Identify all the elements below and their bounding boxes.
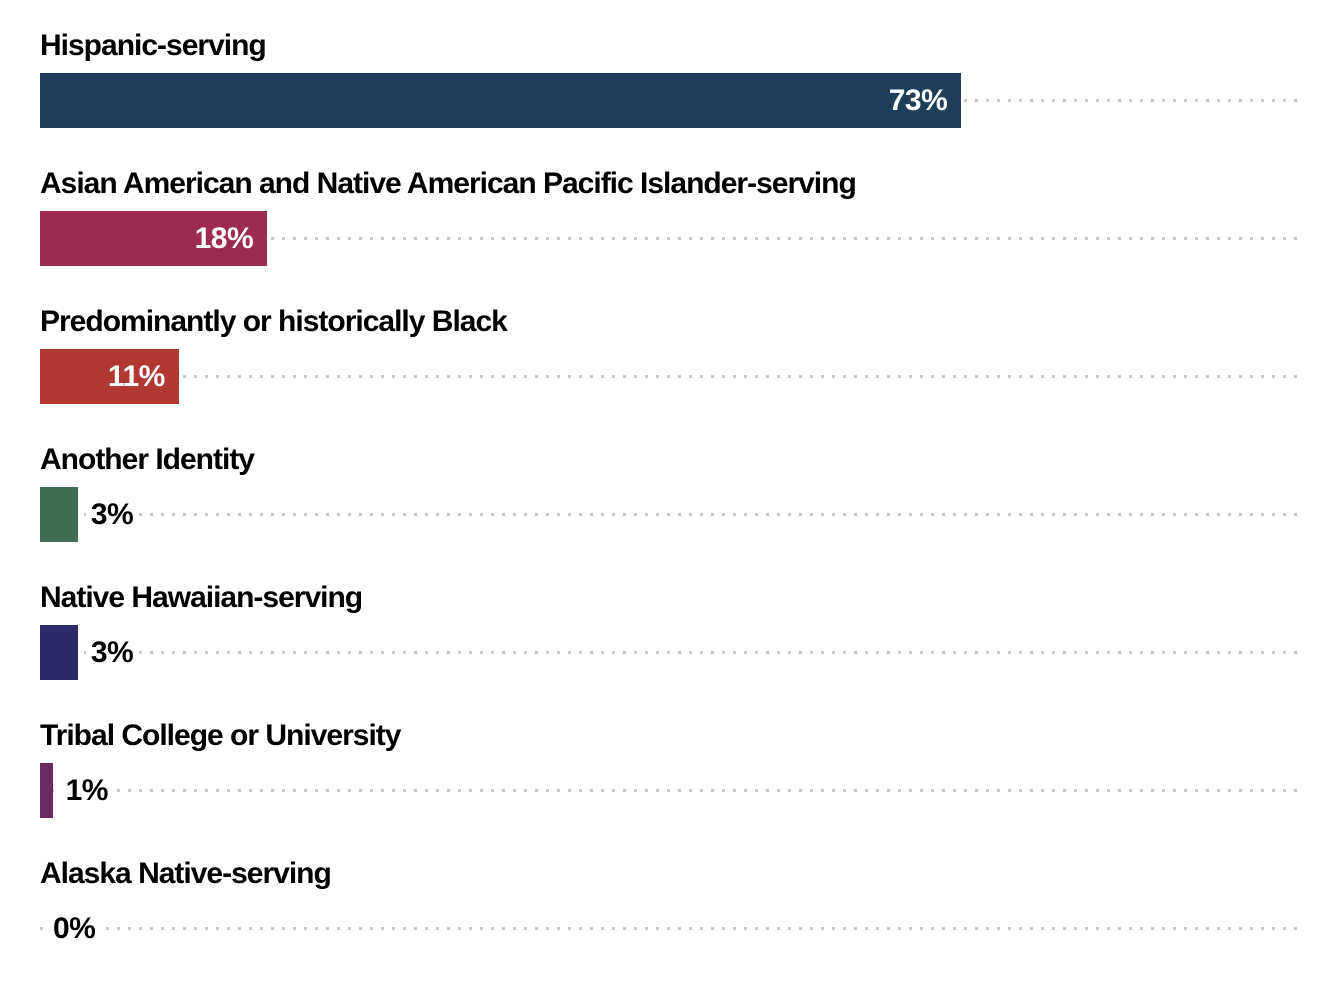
bar: 1%: [40, 763, 53, 818]
bar-track: 3% 3%: [40, 487, 1302, 542]
category-label: Hispanic-serving: [40, 29, 267, 62]
dotted-leader-line: [40, 927, 1302, 930]
category-label: Predominantly or historically Black: [40, 305, 508, 338]
bar: 3%: [40, 487, 78, 542]
category-label: Asian American and Native American Pacif…: [40, 167, 857, 200]
chart-row: Alaska Native-serving 0% 0%: [40, 856, 1302, 956]
chart-row: Tribal College or University 1% 1%: [40, 718, 1302, 818]
category-label: Another Identity: [40, 443, 255, 476]
dotted-leader-line: [40, 789, 1302, 792]
bar-chart: Hispanic-serving 73% 73% Asian American …: [40, 28, 1302, 956]
dotted-leader-line: [40, 651, 1302, 654]
bar: 18%: [40, 211, 268, 266]
bar: 11%: [40, 349, 179, 404]
bar: 73%: [40, 73, 962, 128]
chart-row: Predominantly or historically Black 11% …: [40, 304, 1302, 404]
bar-track: 11% 11%: [40, 349, 1302, 404]
category-label: Tribal College or University: [40, 719, 401, 752]
dotted-leader-line: [40, 513, 1302, 516]
dotted-leader-line: [40, 237, 1302, 240]
bar: 3%: [40, 625, 78, 680]
category-label: Alaska Native-serving: [40, 857, 332, 890]
chart-row: Asian American and Native American Pacif…: [40, 166, 1302, 266]
bar-value-label: 3%: [85, 625, 139, 680]
bar-track: 73% 73%: [40, 73, 1302, 128]
bar-track: 1% 1%: [40, 763, 1302, 818]
chart-row: Native Hawaiian-serving 3% 3%: [40, 580, 1302, 680]
bar-value-label: 11%: [107, 360, 165, 393]
bar-value-label: 3%: [85, 487, 139, 542]
bar-value-label: 18%: [194, 222, 254, 255]
bar-value-label: 1%: [60, 763, 113, 818]
bar-track: 18% 18%: [40, 211, 1302, 266]
bar-value-label: 73%: [888, 84, 948, 117]
dotted-leader-line: [40, 375, 1302, 378]
bar-track: 3% 3%: [40, 625, 1302, 680]
category-label: Native Hawaiian-serving: [40, 581, 363, 614]
chart-row: Hispanic-serving 73% 73%: [40, 28, 1302, 128]
bar-value-label: 0%: [48, 901, 101, 956]
bar-track: 0% 0%: [40, 901, 1302, 956]
chart-row: Another Identity 3% 3%: [40, 442, 1302, 542]
